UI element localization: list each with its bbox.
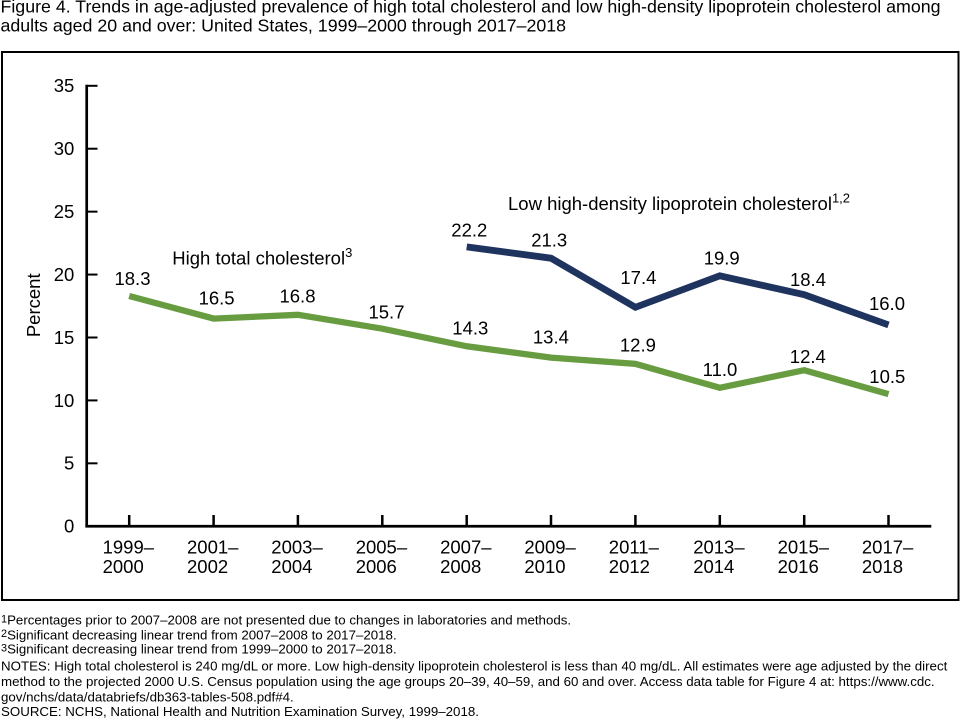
svg-text:12.4: 12.4: [790, 346, 826, 367]
svg-text:adults aged 20 and over: Unite: adults aged 20 and over: United States, …: [1, 16, 567, 36]
svg-text:2004: 2004: [271, 556, 312, 577]
svg-text:method to the projected 2000 U: method to the projected 2000 U.S. Census…: [1, 674, 935, 689]
svg-text:2Significant decreasing linear: 2Significant decreasing linear trend fro…: [1, 627, 397, 642]
svg-text:2018: 2018: [862, 556, 903, 577]
svg-text:16.5: 16.5: [199, 288, 235, 309]
svg-text:25: 25: [54, 201, 75, 222]
svg-text:2011–: 2011–: [609, 537, 660, 558]
svg-text:2014: 2014: [693, 556, 734, 577]
svg-text:15.7: 15.7: [368, 301, 404, 322]
svg-text:2005–: 2005–: [356, 537, 408, 558]
svg-text:2008: 2008: [440, 556, 481, 577]
svg-text:16.0: 16.0: [869, 293, 905, 314]
svg-text:15: 15: [54, 327, 75, 348]
svg-text:20: 20: [54, 264, 75, 285]
svg-text:2009–: 2009–: [524, 537, 576, 558]
svg-text:10: 10: [54, 390, 75, 411]
svg-text:2012: 2012: [609, 556, 650, 577]
svg-text:2017–: 2017–: [862, 537, 914, 558]
svg-text:10.5: 10.5: [869, 366, 905, 387]
svg-text:Figure 4. Trends in age-adjust: Figure 4. Trends in age-adjusted prevale…: [1, 0, 941, 16]
svg-text:2007–: 2007–: [440, 537, 492, 558]
svg-text:5: 5: [64, 453, 74, 474]
svg-text:1999–: 1999–: [103, 537, 155, 558]
svg-text:30: 30: [54, 138, 75, 159]
svg-text:2003–: 2003–: [271, 537, 323, 558]
svg-text:14.3: 14.3: [452, 318, 488, 339]
svg-text:NOTES: High total cholesterol: NOTES: High total cholesterol is 240 mg/…: [1, 659, 948, 674]
svg-text:11.0: 11.0: [703, 359, 738, 380]
svg-text:2002: 2002: [187, 556, 228, 577]
svg-text:2006: 2006: [356, 556, 397, 577]
svg-text:SOURCE: NCHS, National Health: SOURCE: NCHS, National Health and Nutrit…: [1, 704, 479, 719]
svg-text:21.3: 21.3: [531, 229, 567, 250]
svg-text:2001–: 2001–: [187, 537, 239, 558]
svg-text:2015–: 2015–: [778, 537, 830, 558]
svg-text:19.9: 19.9: [704, 247, 740, 268]
svg-text:1Percentages prior to 2007–200: 1Percentages prior to 2007–2008 are not …: [1, 613, 571, 628]
svg-text:3Significant decreasing linear: 3Significant decreasing linear trend fro…: [1, 642, 397, 657]
svg-text:2000: 2000: [103, 556, 144, 577]
svg-text:0: 0: [64, 516, 74, 537]
svg-text:High total cholesterol3: High total cholesterol3: [172, 245, 352, 269]
svg-text:2013–: 2013–: [693, 537, 745, 558]
svg-text:2010: 2010: [524, 556, 565, 577]
svg-text:13.4: 13.4: [533, 327, 569, 348]
svg-text:18.4: 18.4: [790, 269, 826, 290]
svg-text:gov/nchs/data/databriefs/db363: gov/nchs/data/databriefs/db363-tables-50…: [1, 690, 294, 705]
svg-text:12.9: 12.9: [620, 335, 656, 356]
svg-text:Percent: Percent: [23, 273, 44, 337]
svg-text:Low high-density lipoprotein c: Low high-density lipoprotein cholesterol…: [508, 190, 850, 214]
svg-text:35: 35: [54, 75, 75, 96]
svg-text:17.4: 17.4: [620, 267, 656, 288]
svg-text:22.2: 22.2: [451, 219, 487, 240]
svg-text:16.8: 16.8: [279, 286, 315, 307]
svg-text:2016: 2016: [778, 556, 819, 577]
svg-text:18.3: 18.3: [114, 268, 150, 289]
